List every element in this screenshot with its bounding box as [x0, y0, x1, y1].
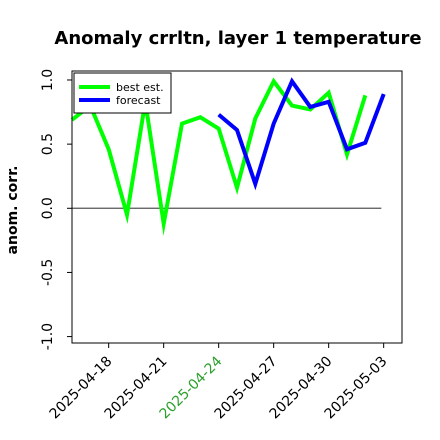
y-axis-label: anom. corr.: [5, 166, 21, 255]
chart-title: Anomaly crrltn, layer 1 temperature: [54, 28, 421, 49]
legend-box: [73, 72, 172, 114]
legend-label: best est.: [116, 81, 164, 94]
y-tick-label: 0.5: [40, 133, 56, 155]
legend-label: forecast: [116, 94, 161, 107]
y-tick-label: 0.0: [40, 197, 56, 219]
y-tick-label: 1.0: [40, 69, 56, 91]
y-tick-label: -0.5: [40, 259, 56, 286]
y-tick-label: -1.0: [40, 323, 56, 350]
legend: best est.forecast: [73, 72, 172, 114]
series-line-forecast: [217, 77, 386, 191]
plot-frame: [71, 70, 403, 344]
